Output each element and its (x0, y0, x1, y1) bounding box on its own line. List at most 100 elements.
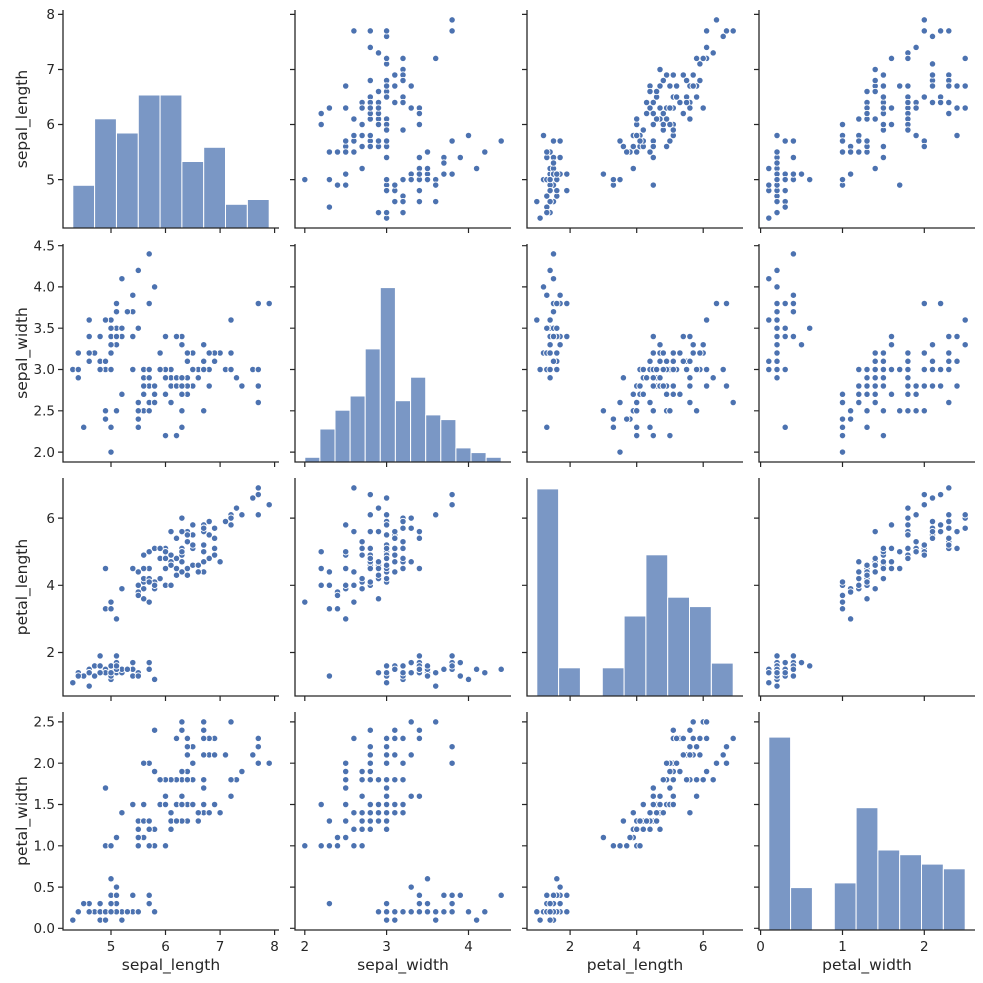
scatter-point (333, 842, 342, 850)
scatter-point (107, 899, 115, 908)
scatter-point (912, 407, 920, 415)
scatter-point (238, 382, 246, 390)
hist-petal_length (522, 478, 743, 701)
scatter-point (399, 776, 407, 784)
hist-petal_width: 0 1 2 petal_width (754, 712, 975, 975)
scatter-point (497, 665, 505, 673)
scatter-point (838, 423, 847, 431)
scatter-point (342, 615, 350, 623)
scatter-point (920, 365, 928, 374)
scatter-point (563, 891, 571, 899)
scatter-point (920, 16, 928, 24)
scatter-point (945, 357, 953, 365)
scatter-point (887, 564, 896, 573)
hist-bar (455, 447, 472, 463)
scatter-point (936, 521, 945, 529)
scatter-point (719, 751, 727, 759)
scatter-point (358, 544, 366, 553)
scatter-point (662, 759, 671, 767)
scatter-point (415, 908, 424, 916)
scatter-point (333, 591, 342, 600)
scatter-point (382, 175, 391, 184)
scatter-point (112, 308, 121, 316)
scatter-point (652, 817, 661, 825)
scatter-point (382, 662, 391, 670)
scatter-point (702, 316, 711, 324)
scatter-point (871, 87, 879, 96)
scatter-point (112, 652, 121, 660)
scatter-point (382, 776, 391, 784)
scatter-point (928, 60, 937, 68)
scatter-point (415, 652, 424, 660)
x-tick-label: 6 (161, 939, 170, 955)
scatter-point (855, 568, 863, 576)
scatter-point (374, 87, 383, 96)
scatter-point (863, 374, 871, 382)
scatter-point (533, 908, 541, 916)
scatter-point (391, 534, 399, 542)
scatter-point (609, 842, 618, 850)
scatter-point (440, 159, 448, 167)
scatter-point (161, 842, 170, 850)
scatter-point (189, 541, 197, 549)
scatter-point (85, 357, 93, 365)
scatter-point (773, 148, 781, 156)
scatter-point (156, 349, 164, 357)
scatter-point (134, 398, 142, 407)
scatter-point (961, 341, 969, 349)
scatter-point (639, 365, 647, 374)
scatter-point (366, 759, 374, 767)
scatter-point (399, 175, 407, 184)
scatter-point (448, 16, 456, 24)
scatter-point (101, 316, 110, 324)
scatter-point (936, 490, 945, 499)
scatter-point (945, 109, 953, 118)
scatter-point (789, 291, 798, 299)
scatter-point (342, 767, 350, 776)
scatter-point (656, 357, 664, 365)
scatter-point (649, 407, 657, 415)
hist-bar (349, 395, 366, 463)
scatter-point (325, 842, 334, 850)
scatter-point (399, 208, 407, 217)
scatter-point (448, 891, 456, 899)
scatter-point (391, 665, 399, 673)
scatter-point (391, 800, 399, 809)
scatter-point (682, 76, 691, 85)
scatter-point (178, 390, 186, 398)
scatter-point (423, 908, 432, 916)
scatter-point (546, 349, 554, 357)
scatter-point (781, 332, 789, 341)
scatter-point (382, 93, 391, 101)
scatter-point (415, 665, 424, 673)
scatter-point (440, 665, 448, 673)
scatter-point (210, 544, 219, 553)
scatter-point (765, 669, 773, 677)
scatter-point (871, 164, 879, 173)
scatter-point (549, 308, 558, 316)
scatter-point (838, 148, 847, 156)
scatter-point (101, 407, 110, 415)
scatter-point (961, 316, 969, 324)
scatter-point (722, 299, 731, 308)
scatter-point (399, 76, 407, 85)
scatter-point (118, 390, 126, 398)
scatter-point (391, 558, 399, 566)
scatter-point (407, 558, 415, 566)
scatter-point (350, 148, 358, 156)
scatter-point (178, 568, 186, 576)
scatter-point (546, 899, 554, 908)
axes-spines (526, 244, 743, 463)
scatter-point (129, 658, 137, 667)
scatter-point (350, 27, 358, 35)
scatter-point (254, 734, 262, 743)
scatter-point (920, 93, 928, 101)
scatter-point (366, 578, 374, 586)
scatter-point (649, 153, 657, 162)
scatter-point (553, 365, 561, 374)
scatter-point (107, 324, 115, 332)
scatter-point (920, 407, 928, 415)
scatter-point (649, 382, 657, 390)
scatter-point (140, 595, 148, 603)
scatter-point (366, 142, 374, 151)
